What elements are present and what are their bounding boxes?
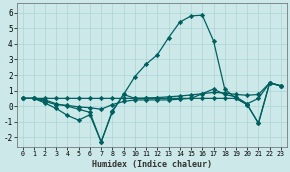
X-axis label: Humidex (Indice chaleur): Humidex (Indice chaleur) bbox=[92, 159, 212, 169]
